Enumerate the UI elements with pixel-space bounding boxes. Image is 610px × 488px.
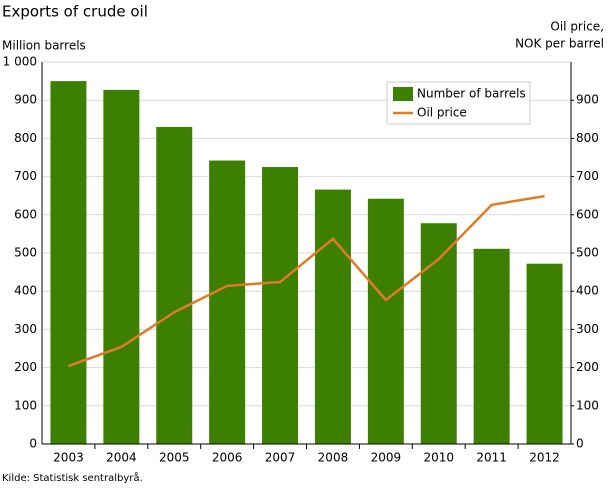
- y-tick-label: 200: [14, 360, 37, 374]
- y-tick-label: 500: [14, 246, 37, 260]
- y-tick-label: 1 000: [3, 55, 37, 69]
- bar: [420, 223, 457, 444]
- bar: [473, 248, 510, 444]
- bar: [367, 198, 404, 444]
- x-tick-label: 2004: [106, 451, 137, 465]
- y-tick-label: 600: [14, 207, 37, 221]
- y-tick-label: 300: [14, 322, 37, 336]
- line: [68, 194, 545, 368]
- y2-tick-label: 900: [576, 93, 599, 107]
- bar: [156, 126, 193, 444]
- bar: [103, 89, 140, 445]
- y-tick-label: 900: [14, 93, 37, 107]
- y2-tick-label: 600: [576, 207, 599, 221]
- chart-title: Exports of crude oil: [2, 3, 148, 21]
- bar: [50, 81, 87, 444]
- x-tick-label: 2007: [265, 451, 296, 465]
- y2-tick-label: 100: [576, 398, 599, 412]
- y2-tick-label: 0: [576, 437, 584, 451]
- y2-tick-label: 200: [576, 360, 599, 374]
- x-tick-label: 2005: [159, 451, 190, 465]
- y2-axis-label: NOK per barrel: [515, 37, 604, 51]
- y-tick-label: 400: [14, 284, 37, 298]
- x-tick-label: 2011: [476, 451, 507, 465]
- y2-axis-label: Oil price,: [550, 20, 604, 34]
- source: Kilde: Statistisk sentralbyrå.: [2, 471, 143, 484]
- legend-swatch: [393, 87, 413, 101]
- bar: [526, 263, 563, 444]
- x-tick-label: 2008: [318, 451, 349, 465]
- x-tick-label: 2006: [212, 451, 243, 465]
- legend-label: Oil price: [417, 106, 467, 120]
- y-tick-label: 800: [14, 131, 37, 145]
- y2-tick-label: 400: [576, 284, 599, 298]
- y2-tick-label: 700: [576, 169, 599, 183]
- x-tick-label: 2010: [423, 451, 454, 465]
- y2-tick-label: 800: [576, 131, 599, 145]
- x-tick-label: 2012: [529, 451, 560, 465]
- bar: [314, 189, 351, 444]
- y2-tick-label: 300: [576, 322, 599, 336]
- y-tick-label: 100: [14, 398, 37, 412]
- x-tick-label: 2003: [53, 451, 84, 465]
- y-axis-label: Million barrels: [2, 39, 86, 53]
- x-tick-label: 2009: [371, 451, 402, 465]
- y-tick-label: 700: [14, 169, 37, 183]
- legend-label: Number of barrels: [417, 87, 526, 101]
- y2-tick-label: 500: [576, 246, 599, 260]
- bar: [262, 167, 299, 445]
- y-tick-label: 0: [29, 437, 37, 451]
- bar: [209, 160, 246, 444]
